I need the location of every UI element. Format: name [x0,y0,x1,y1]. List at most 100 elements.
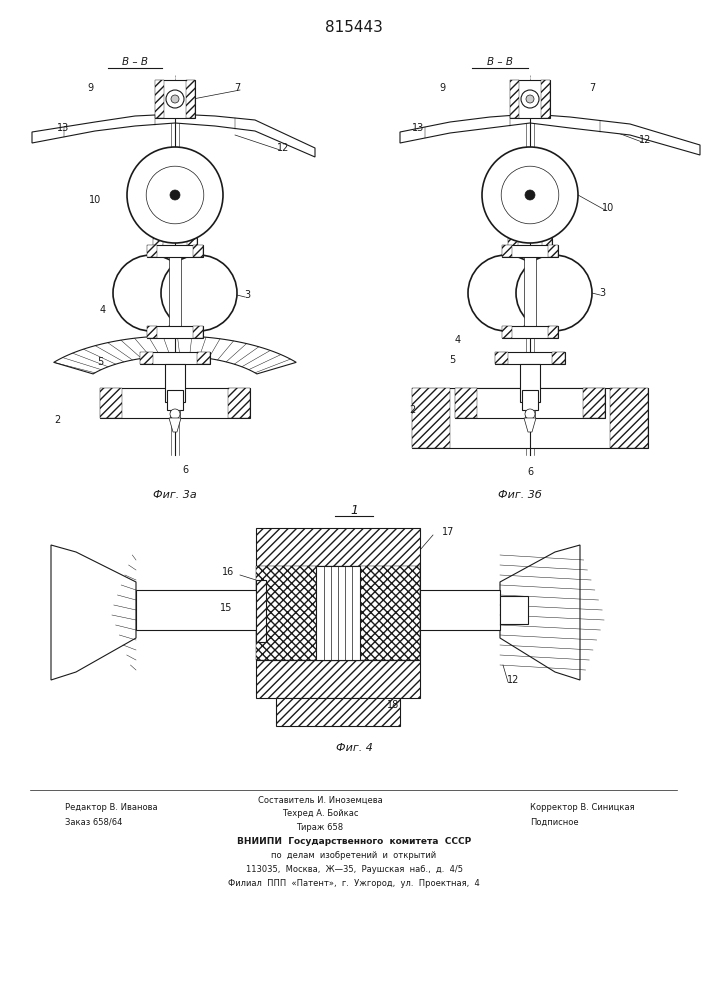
Circle shape [113,255,189,331]
Bar [412,388,648,448]
Bar [455,388,605,418]
Bar [583,388,605,418]
Bar [522,390,538,410]
Circle shape [501,166,559,224]
Text: 12: 12 [507,675,519,685]
Bar [165,364,185,402]
Text: Корректор В. Синицкая: Корректор В. Синицкая [530,804,635,812]
Circle shape [170,190,180,200]
Bar [147,326,203,338]
Circle shape [521,90,539,108]
Text: 13: 13 [412,123,424,133]
Text: 10: 10 [602,203,614,213]
Bar [147,326,157,338]
Bar [455,388,477,418]
Polygon shape [524,418,536,432]
Bar [500,596,528,624]
Text: 2: 2 [409,405,415,415]
Text: 1: 1 [350,504,358,516]
Text: ВНИИПИ  Государственного  комитета  СССР: ВНИИПИ Государственного комитета СССР [237,838,471,846]
Bar [169,250,181,336]
Bar [510,80,519,118]
Bar [508,238,518,256]
Bar [502,245,512,257]
Bar [256,580,266,642]
Polygon shape [500,545,580,680]
Text: Техред А. Бойкас: Техред А. Бойкас [282,810,358,818]
Circle shape [516,255,592,331]
Circle shape [482,147,578,243]
Circle shape [146,166,204,224]
Text: 12: 12 [639,135,651,145]
Bar [147,245,157,257]
Bar [197,352,210,364]
Bar [136,590,256,630]
Text: 3: 3 [599,288,605,298]
Text: 13: 13 [57,123,69,133]
Text: 15: 15 [220,603,232,613]
Bar [502,326,512,338]
Bar [495,352,508,364]
Circle shape [127,147,223,243]
Bar [542,238,552,256]
Text: 2: 2 [54,415,60,425]
Text: 7: 7 [234,83,240,93]
Bar [548,326,558,338]
Text: Составитель И. Иноземцева: Составитель И. Иноземцева [257,796,382,804]
Bar [140,352,210,364]
Text: 5: 5 [97,357,103,367]
Circle shape [170,409,180,419]
Bar [412,388,450,448]
Text: Фиг. 3б: Фиг. 3б [498,490,542,500]
Bar [358,566,420,660]
Bar [100,388,250,418]
Text: 9: 9 [439,83,445,93]
Text: Подписное: Подписное [530,818,578,826]
Text: В – В: В – В [122,57,148,67]
Text: 6: 6 [182,465,188,475]
Text: Филиал  ППП  «Патент»,  г.  Ужгород,  ул.  Проектная,  4: Филиал ППП «Патент», г. Ужгород, ул. Про… [228,880,480,888]
Bar [508,238,552,256]
Circle shape [468,255,544,331]
Bar [140,352,153,364]
Circle shape [171,95,179,103]
Text: В – В: В – В [487,57,513,67]
Bar [193,326,203,338]
Bar [420,590,500,630]
Bar [276,698,400,726]
Bar [548,245,558,257]
Text: Фиг. 3а: Фиг. 3а [153,490,197,500]
Bar [186,80,195,118]
Text: 16: 16 [222,567,234,577]
Polygon shape [32,114,315,157]
Text: по  делам  изобретений  и  открытий: по делам изобретений и открытий [271,852,436,860]
Bar [167,390,183,410]
Text: 6: 6 [527,467,533,477]
Polygon shape [400,114,700,155]
Text: Редактор В. Иванова: Редактор В. Иванова [65,804,158,812]
Circle shape [166,90,184,108]
Bar [256,566,420,660]
Text: Заказ 658/64: Заказ 658/64 [65,818,122,826]
Circle shape [525,409,535,419]
Text: 113035,  Москва,  Ж—35,  Раушская  наб.,  д.  4/5: 113035, Москва, Ж—35, Раушская наб., д. … [245,865,462,874]
Bar [525,410,535,418]
Text: Тираж 658: Тираж 658 [296,824,344,832]
Bar [228,388,250,418]
Bar [524,250,536,336]
Bar [147,245,203,257]
Bar [495,352,565,364]
Bar [187,238,197,256]
Text: 4: 4 [100,305,106,315]
Text: 9: 9 [87,83,93,93]
Bar [520,364,540,402]
Circle shape [526,95,534,103]
Text: 18: 18 [387,700,399,710]
Bar [510,80,550,118]
Text: 5: 5 [449,355,455,365]
Bar [155,80,164,118]
Bar [170,410,180,418]
Bar [256,660,420,698]
Bar [552,352,565,364]
Text: 17: 17 [442,527,454,537]
